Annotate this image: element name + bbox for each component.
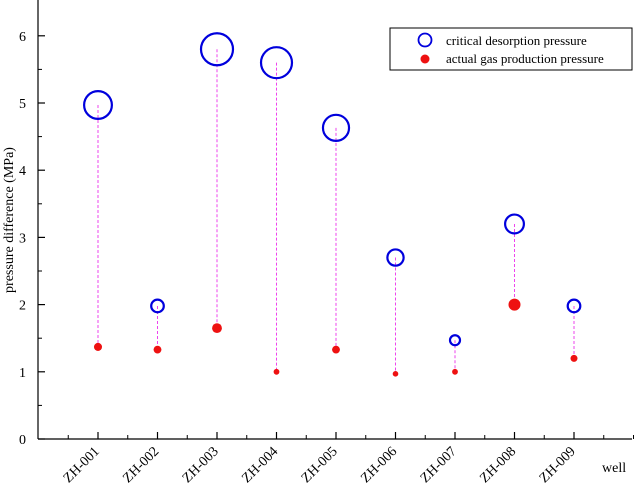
legend-label-critical: critical desorption pressure (446, 33, 587, 48)
actual-production-point (508, 298, 521, 311)
x-tick-label: ZH-004 (239, 444, 281, 486)
x-tick-layer: ZH-001 ZH-002 ZH-003 ZH-004 ZH-005 ZH-006 ZH-0… (61, 432, 634, 486)
connector-layer (97, 49, 575, 374)
x-tick-label: ZH-002 (120, 444, 162, 486)
y-axis-title: pressure difference (MPa) (2, 147, 17, 293)
actual-production-point (212, 323, 222, 334)
actual-production-point (273, 368, 280, 375)
y-tick-label: 5 (19, 97, 26, 112)
critical-desorption-point (448, 334, 462, 347)
y-tick-label: 3 (19, 231, 26, 246)
critical-desorption-point (83, 90, 113, 121)
x-tick-label: ZH-005 (299, 444, 341, 486)
x-tick-label: ZH-007 (418, 444, 460, 486)
actual-production-point (570, 354, 578, 362)
legend-marker-critical (417, 32, 433, 48)
critical-desorption-point (504, 213, 525, 235)
y-tick-label: 1 (19, 366, 26, 381)
actual-production-point (153, 345, 162, 354)
x-tick-label: ZH-003 (180, 444, 222, 486)
legend-marker-actual (420, 54, 430, 64)
x-tick-label: ZH-009 (537, 444, 579, 486)
y-tick-label: 6 (19, 30, 26, 45)
axes-layer (37, 0, 632, 440)
critical-desorption-point (259, 46, 294, 80)
critical-desorption-point (566, 298, 582, 314)
actual-production-point (93, 342, 103, 351)
y-tick-label: 2 (19, 299, 26, 314)
x-axis-title: well (602, 461, 626, 476)
y-tick-label: 4 (19, 164, 26, 179)
legend-label-actual: actual gas production pressure (446, 51, 604, 66)
critical-desorption-point (150, 298, 165, 314)
y-tick-layer: 0 1 2 3 4 5 6 (19, 30, 45, 448)
critical-desorption-point (199, 32, 235, 67)
x-tick-label: ZH-006 (358, 444, 400, 486)
points-layer (83, 32, 582, 377)
actual-production-point (392, 371, 399, 377)
legend: critical desorption pressure actual gas … (389, 27, 633, 71)
critical-desorption-point (321, 113, 351, 142)
x-tick-label: ZH-001 (61, 444, 103, 486)
actual-production-point (332, 345, 340, 354)
x-tick-label: ZH-008 (477, 444, 519, 486)
actual-production-point (452, 368, 458, 375)
y-tick-label: 0 (19, 433, 26, 448)
critical-desorption-point (386, 248, 405, 267)
